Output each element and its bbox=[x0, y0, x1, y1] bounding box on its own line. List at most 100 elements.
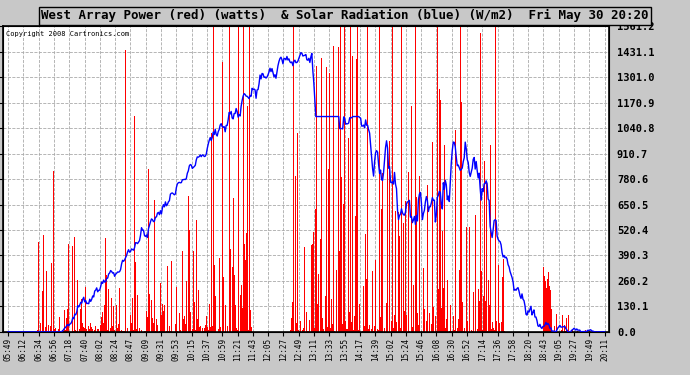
Bar bbox=[362, 331, 363, 332]
Bar bbox=[167, 266, 168, 332]
Bar bbox=[517, 241, 518, 332]
Bar bbox=[209, 304, 210, 332]
Bar bbox=[239, 296, 241, 332]
Bar bbox=[399, 236, 400, 332]
Bar bbox=[147, 317, 148, 332]
Bar bbox=[180, 330, 181, 332]
Bar bbox=[203, 331, 204, 332]
Bar bbox=[55, 328, 57, 332]
Bar bbox=[393, 328, 394, 332]
Bar bbox=[378, 330, 379, 332]
Text: Copyright 2008 Cartronics.com: Copyright 2008 Cartronics.com bbox=[6, 31, 130, 37]
Bar bbox=[529, 99, 531, 332]
Bar bbox=[381, 209, 382, 332]
Bar bbox=[387, 152, 388, 332]
Bar bbox=[118, 324, 119, 332]
Bar bbox=[135, 262, 136, 332]
Bar bbox=[268, 143, 269, 332]
Bar bbox=[379, 26, 380, 332]
Bar bbox=[32, 331, 33, 332]
Bar bbox=[175, 324, 176, 332]
Bar bbox=[205, 325, 206, 332]
Bar bbox=[359, 304, 360, 332]
Bar bbox=[207, 327, 208, 332]
Bar bbox=[346, 330, 347, 332]
Bar bbox=[206, 316, 207, 332]
Bar bbox=[211, 133, 212, 332]
Bar bbox=[215, 296, 216, 332]
Bar bbox=[153, 323, 154, 332]
Text: West Array Power (red) (watts)  & Solar Radiation (blue) (W/m2)  Fri May 30 20:2: West Array Power (red) (watts) & Solar R… bbox=[41, 9, 649, 22]
Bar bbox=[19, 315, 21, 332]
Bar bbox=[320, 239, 322, 332]
Bar bbox=[549, 286, 551, 332]
Bar bbox=[130, 315, 131, 332]
Bar bbox=[241, 308, 243, 332]
Bar bbox=[108, 290, 109, 332]
Bar bbox=[120, 331, 121, 332]
Bar bbox=[132, 298, 133, 332]
Bar bbox=[358, 330, 359, 332]
Bar bbox=[331, 298, 332, 332]
Bar bbox=[501, 322, 502, 332]
Bar bbox=[137, 296, 138, 332]
Bar bbox=[467, 321, 468, 332]
Bar bbox=[452, 331, 453, 332]
Bar bbox=[445, 328, 446, 332]
Bar bbox=[349, 312, 350, 332]
Bar bbox=[513, 262, 515, 332]
Bar bbox=[229, 26, 230, 332]
Bar bbox=[286, 184, 287, 332]
Bar bbox=[89, 329, 90, 332]
Bar bbox=[348, 138, 349, 332]
Bar bbox=[141, 330, 142, 332]
Bar bbox=[485, 302, 486, 332]
Bar bbox=[493, 330, 495, 332]
Bar bbox=[477, 289, 479, 332]
Bar bbox=[469, 227, 470, 332]
Bar bbox=[511, 293, 513, 332]
Bar bbox=[472, 331, 473, 332]
Bar bbox=[412, 327, 413, 332]
Bar bbox=[522, 217, 524, 332]
Bar bbox=[391, 321, 392, 332]
Bar bbox=[232, 267, 233, 332]
Bar bbox=[459, 270, 460, 332]
Bar bbox=[112, 326, 113, 332]
Bar bbox=[596, 331, 597, 332]
Bar bbox=[317, 304, 318, 332]
Bar bbox=[84, 328, 85, 332]
Bar bbox=[395, 211, 396, 332]
Bar bbox=[149, 294, 150, 332]
Bar bbox=[139, 327, 140, 332]
Bar bbox=[302, 330, 304, 332]
Bar bbox=[123, 331, 124, 332]
Bar bbox=[157, 326, 158, 332]
Bar bbox=[394, 315, 395, 332]
Bar bbox=[327, 327, 328, 332]
Bar bbox=[504, 329, 506, 332]
Bar bbox=[326, 67, 327, 332]
Bar bbox=[344, 26, 345, 332]
Bar bbox=[30, 313, 31, 332]
Bar bbox=[202, 328, 203, 332]
Bar bbox=[433, 307, 434, 332]
Bar bbox=[75, 330, 76, 332]
Bar bbox=[587, 330, 588, 332]
Bar bbox=[441, 308, 442, 332]
Bar bbox=[133, 330, 134, 332]
Bar bbox=[176, 287, 177, 332]
Bar bbox=[533, 274, 534, 332]
Bar bbox=[483, 296, 484, 332]
Bar bbox=[315, 209, 316, 332]
Bar bbox=[546, 288, 547, 332]
Bar bbox=[100, 325, 101, 332]
Bar bbox=[458, 320, 459, 332]
Bar bbox=[238, 26, 239, 332]
Bar bbox=[564, 325, 565, 332]
Bar bbox=[524, 194, 525, 332]
Bar bbox=[200, 326, 201, 332]
Bar bbox=[502, 259, 504, 332]
Bar bbox=[186, 281, 187, 332]
Bar bbox=[540, 280, 542, 332]
